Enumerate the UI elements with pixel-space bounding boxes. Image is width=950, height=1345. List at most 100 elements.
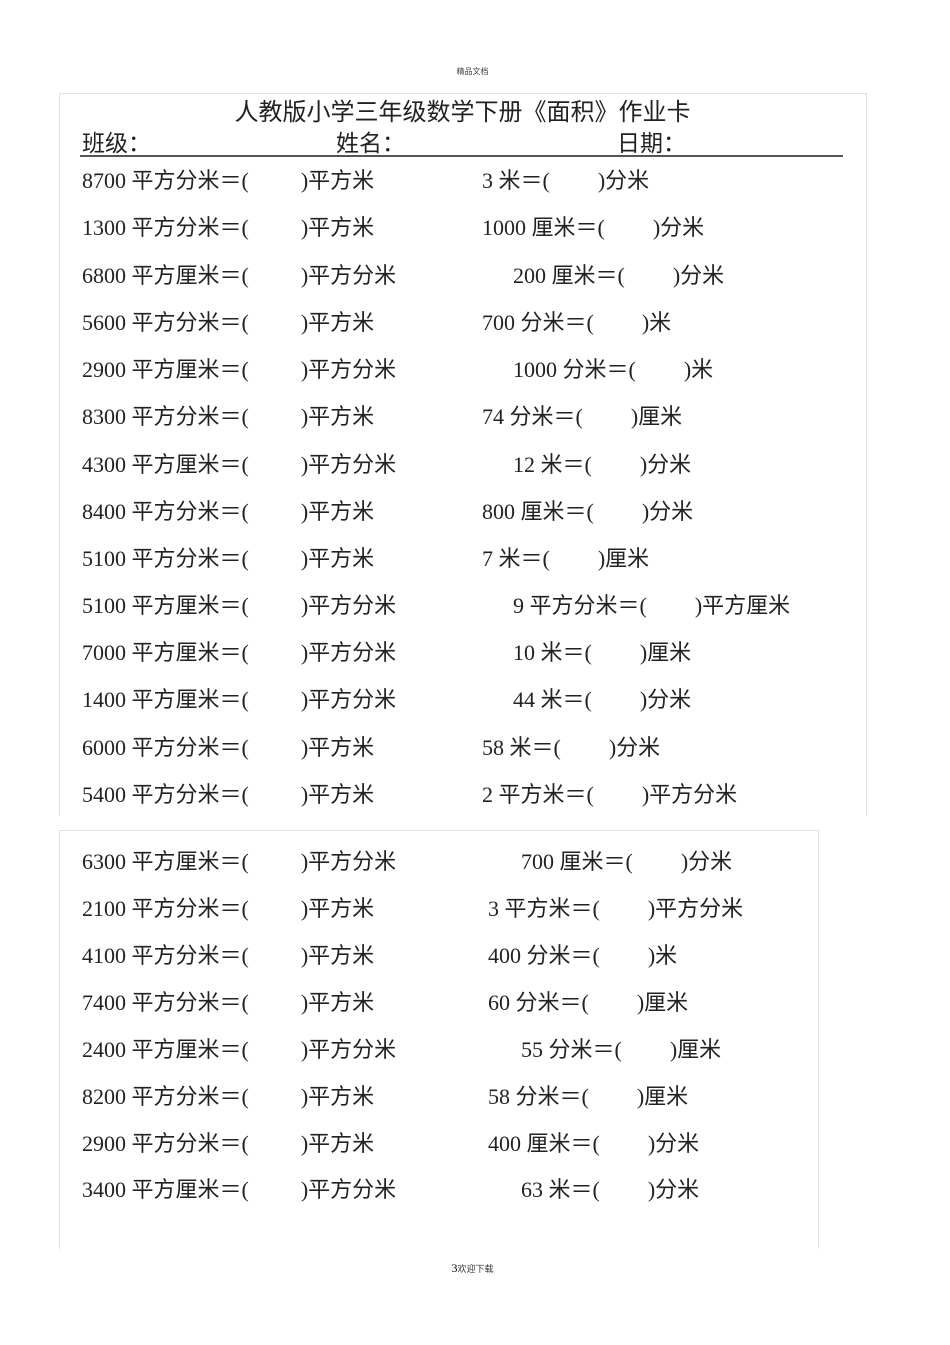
answer-unit: )平方分米 — [641, 782, 738, 807]
question-text: 2100 平方分米＝( — [82, 896, 249, 921]
worksheet-page-2 — [59, 830, 819, 1249]
right-question: 700 分米＝( )米 — [482, 310, 671, 336]
answer-unit: )平方米 — [300, 1084, 375, 1109]
answer-unit: )分米 — [647, 1131, 700, 1156]
left-question: 2900 平方分米＝()平方米 — [82, 1131, 374, 1157]
right-question: 3 米＝( )分米 — [482, 168, 649, 194]
question-text: 200 厘米＝( — [513, 263, 625, 288]
answer-unit: )分米 — [680, 849, 733, 874]
answer-unit: )分米 — [639, 452, 692, 477]
question-text: 3400 平方厘米＝( — [82, 1177, 249, 1202]
left-question: 6800 平方厘米＝( )平方分米 — [82, 263, 396, 289]
question-text: 5100 平方厘米＝( — [82, 593, 249, 618]
answer-unit: )厘米 — [636, 990, 689, 1015]
question-text: 1400 平方厘米＝( — [82, 687, 249, 712]
question-text: 12 米＝( — [513, 452, 592, 477]
left-question: 2900 平方厘米＝()平方分米 — [82, 357, 396, 383]
right-question: 800 厘米＝()分米 — [482, 499, 693, 525]
answer-unit: )厘米 — [669, 1037, 722, 1062]
answer-unit: )平方米 — [300, 546, 375, 571]
question-text: 5100 平方分米＝( — [82, 546, 249, 571]
answer-unit: )平方米 — [300, 943, 375, 968]
right-question: 2 平方米＝()平方分米 — [482, 782, 737, 808]
right-question: 60 分米＝( )厘米 — [488, 990, 688, 1016]
question-text: 400 分米＝( — [488, 943, 600, 968]
right-question: 74 分米＝()厘米 — [482, 404, 682, 430]
right-question: 1000 厘米＝( )分米 — [482, 215, 704, 241]
question-text: 700 厘米＝( — [521, 849, 633, 874]
question-text: 4100 平方分米＝( — [82, 943, 249, 968]
right-question: 9 平方分米＝()平方厘米 — [513, 593, 790, 619]
answer-unit: )厘米 — [597, 546, 650, 571]
question-text: 7000 平方厘米＝( — [82, 640, 249, 665]
answer-unit: )平方米 — [300, 990, 375, 1015]
left-question: 7400 平方分米＝( )平方米 — [82, 990, 374, 1016]
answer-unit: )平方米 — [300, 499, 375, 524]
answer-unit: )分米 — [641, 499, 694, 524]
page-title: 人教版小学三年级数学下册《面积》作业卡 — [234, 100, 691, 126]
class-field-label: 班级： — [82, 131, 151, 156]
answer-unit: )平方分米 — [300, 357, 397, 382]
answer-unit: )米 — [641, 310, 672, 335]
question-text: 4300 平方厘米＝( — [82, 452, 249, 477]
answer-unit: )平方分米 — [300, 452, 397, 477]
answer-unit: )厘米 — [630, 404, 683, 429]
answer-unit: )米 — [647, 943, 678, 968]
answer-unit: )平方分米 — [300, 687, 397, 712]
question-text: 3 平方米＝( — [488, 896, 600, 921]
left-question: 8200 平方分米＝()平方米 — [82, 1084, 374, 1110]
answer-unit: )分米 — [652, 215, 705, 240]
answer-unit: )平方米 — [300, 215, 375, 240]
right-question: 63 米＝()分米 — [521, 1177, 699, 1203]
left-question: 4300 平方厘米＝( )平方分米 — [82, 452, 396, 478]
footer-text: 欢迎下载 — [457, 1264, 494, 1274]
answer-unit: )平方米 — [300, 404, 375, 429]
answer-unit: )平方分米 — [300, 849, 397, 874]
right-question: 55 分米＝( )厘米 — [521, 1037, 721, 1063]
right-question: 3 平方米＝()平方分米 — [488, 896, 743, 922]
left-question: 1400 平方厘米＝( )平方分米 — [82, 687, 396, 713]
question-text: 8700 平方分米＝( — [82, 168, 249, 193]
left-question: 8300 平方分米＝()平方米 — [82, 404, 374, 430]
question-text: 6800 平方厘米＝( — [82, 263, 249, 288]
question-text: 1000 分米＝( — [513, 357, 636, 382]
answer-unit: )平方分米 — [300, 263, 397, 288]
question-text: 7400 平方分米＝( — [82, 990, 249, 1015]
answer-unit: )平方分米 — [300, 640, 397, 665]
question-text: 60 分米＝( — [488, 990, 589, 1015]
question-text: 2400 平方厘米＝( — [82, 1037, 249, 1062]
page-footer: 3欢迎下载 — [0, 1261, 945, 1276]
question-text: 5400 平方分米＝( — [82, 782, 249, 807]
question-text: 6300 平方厘米＝( — [82, 849, 249, 874]
right-question: 58 米＝()分米 — [482, 735, 660, 761]
left-question: 4100 平方分米＝( )平方米 — [82, 943, 374, 969]
answer-unit: )平方米 — [300, 735, 375, 760]
right-question: 58 分米＝()厘米 — [488, 1084, 688, 1110]
right-question: 44 米＝()分米 — [513, 687, 691, 713]
question-text: 1000 厘米＝( — [482, 215, 605, 240]
worksheet-page-1 — [59, 93, 867, 816]
question-text: 5600 平方分米＝( — [82, 310, 249, 335]
question-text: 58 米＝( — [482, 735, 561, 760]
left-question: 2100 平方分米＝()平方米 — [82, 896, 374, 922]
right-question: 1000 分米＝()米 — [513, 357, 713, 383]
question-text: 10 米＝( — [513, 640, 592, 665]
answer-unit: )分米 — [647, 1177, 700, 1202]
left-question: 7000 平方厘米＝( )平方分米 — [82, 640, 396, 666]
right-question: 200 厘米＝()分米 — [513, 263, 724, 289]
left-question: 6300 平方厘米＝( )平方分米 — [82, 849, 396, 875]
right-question: 7 米＝()厘米 — [482, 546, 649, 572]
answer-unit: )分米 — [597, 168, 650, 193]
date-field-label: 日期： — [617, 131, 686, 156]
left-question: 1300 平方分米＝( )平方米 — [82, 215, 374, 241]
left-question: 5100 平方厘米＝()平方分米 — [82, 593, 396, 619]
answer-unit: )分米 — [639, 687, 692, 712]
question-text: 3 米＝( — [482, 168, 550, 193]
left-question: 5100 平方分米＝( )平方米 — [82, 546, 374, 572]
question-text: 700 分米＝( — [482, 310, 594, 335]
left-question: 6000 平方分米＝()平方米 — [82, 735, 374, 761]
left-question: 8400 平方分米＝()平方米 — [82, 499, 374, 525]
question-text: 400 厘米＝( — [488, 1131, 600, 1156]
question-text: 55 分米＝( — [521, 1037, 622, 1062]
question-text: 1300 平方分米＝( — [82, 215, 249, 240]
